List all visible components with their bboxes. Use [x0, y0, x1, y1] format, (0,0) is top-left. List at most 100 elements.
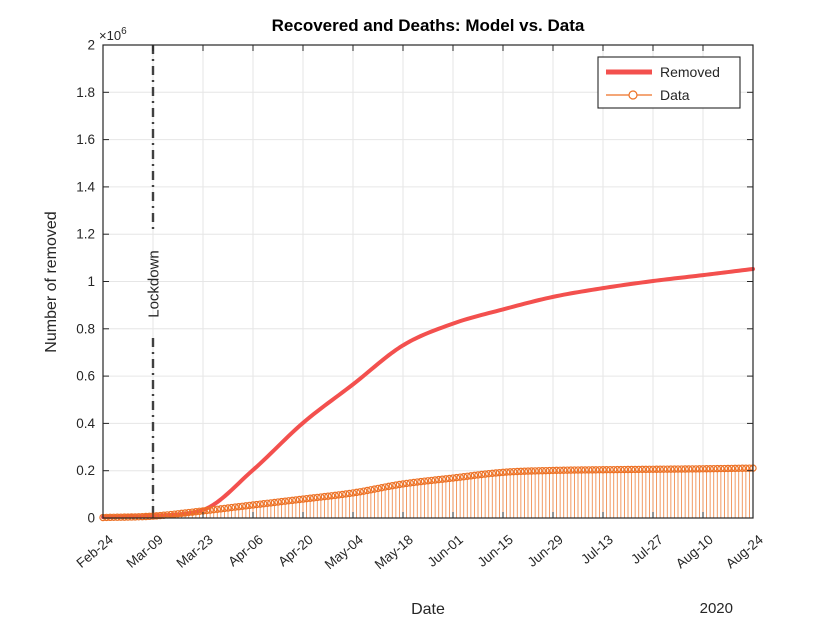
data-circle-marker	[338, 490, 346, 499]
data-circle-marker	[142, 512, 150, 521]
data-circle-marker	[302, 494, 311, 503]
data-circle-marker	[645, 465, 654, 474]
y-axis-exponent: ×106	[99, 26, 127, 43]
data-circle-marker	[113, 513, 121, 521]
data-circle-marker	[110, 513, 118, 521]
data-circle-marker	[499, 468, 507, 477]
data-circle-marker	[677, 465, 686, 473]
data-circle-marker	[335, 491, 343, 499]
legend-box	[597, 56, 741, 109]
data-circle-marker	[213, 505, 221, 513]
y-tick-label: 1.6	[76, 132, 95, 147]
data-circle-marker	[699, 465, 707, 473]
data-circle-marker	[735, 464, 743, 473]
data-circle-marker	[531, 467, 539, 475]
year-label: 2020	[700, 600, 733, 617]
data-circle-marker	[556, 466, 564, 474]
data-circle-marker	[588, 466, 596, 474]
data-circle-marker	[195, 507, 204, 516]
data-circle-marker	[681, 465, 689, 473]
data-circle-marker	[449, 474, 457, 482]
data-circle-marker	[106, 513, 114, 522]
data-circle-marker	[292, 496, 300, 504]
data-circle-marker	[581, 466, 589, 474]
data-circle-marker	[549, 466, 557, 475]
y-tick-label: 1.8	[76, 85, 95, 100]
x-tick-label: Apr-20	[275, 532, 316, 570]
data-circle-marker	[217, 505, 225, 513]
data-circle-marker	[138, 512, 146, 521]
data-circle-marker	[442, 475, 450, 483]
y-tick-label: 1	[87, 274, 95, 289]
data-circle-marker	[474, 471, 482, 479]
data-circle-marker	[702, 465, 711, 473]
data-circle-marker	[570, 466, 579, 474]
data-circle-marker	[231, 503, 239, 511]
data-circle-marker	[717, 464, 725, 473]
data-circle-marker	[502, 468, 511, 476]
x-tick-label: Feb-24	[74, 531, 117, 570]
data-circle-marker	[352, 488, 361, 497]
data-circle-marker	[452, 473, 461, 482]
data-circle-marker	[424, 477, 432, 485]
data-circle-marker	[388, 482, 396, 490]
data-circle-marker	[185, 508, 193, 517]
data-circle-marker	[324, 492, 332, 500]
data-circle-marker	[285, 497, 293, 505]
data-circle-marker	[135, 513, 143, 521]
y-tick-label: 0.2	[76, 463, 95, 478]
data-circle-marker	[470, 471, 479, 480]
data-circle-marker	[538, 467, 546, 475]
data-circle-marker	[663, 465, 671, 473]
legend-removed-label: Removed	[660, 64, 720, 80]
data-circle-marker	[256, 500, 264, 508]
data-circle-marker	[631, 465, 639, 474]
data-circle-marker	[602, 466, 611, 474]
data-circle-marker	[595, 466, 604, 474]
data-circle-marker	[320, 492, 329, 501]
y-tick-label: 2	[87, 38, 95, 53]
data-circle-marker	[674, 465, 682, 473]
data-circle-marker	[592, 466, 600, 474]
y-tick-label: 0.4	[76, 416, 95, 431]
data-circle-marker	[445, 474, 454, 483]
data-circle-marker	[317, 493, 325, 501]
data-circle-marker	[277, 497, 286, 506]
lockdown-label: Lockdown	[146, 250, 163, 318]
data-circle-marker	[438, 475, 446, 483]
data-circle-marker	[513, 467, 521, 476]
data-circle-marker	[267, 499, 275, 507]
data-circle-marker	[117, 513, 125, 521]
data-circle-marker	[667, 465, 675, 473]
x-tick-label: Jun-29	[525, 532, 566, 570]
data-circle-marker	[156, 511, 164, 520]
y-tick-label: 0.8	[76, 321, 95, 336]
data-circle-marker	[606, 465, 614, 474]
data-circle-marker	[181, 509, 189, 517]
data-circle-marker	[620, 465, 629, 474]
data-circle-marker	[731, 464, 739, 473]
data-circle-marker	[574, 466, 582, 474]
y-tick-labels: 0 0.2 0.4 0.6 0.8 1 1.2 1.4 1.6 1.8 2	[76, 38, 95, 526]
data-circle-marker	[349, 489, 357, 497]
data-circle-marker	[370, 485, 379, 493]
x-tick-label: May-18	[372, 532, 416, 572]
data-circle-marker	[367, 486, 375, 494]
data-circle-marker	[495, 468, 504, 477]
data-circle-marker	[563, 466, 571, 474]
data-circle-marker	[331, 491, 339, 500]
data-circle-marker	[560, 466, 568, 474]
data-circle-marker	[274, 498, 282, 506]
data-circle-marker	[127, 513, 136, 521]
data-circle-marker	[420, 477, 429, 485]
data-circle-marker	[381, 483, 389, 491]
data-circle-marker	[713, 464, 721, 473]
data-circle-marker	[260, 500, 268, 508]
data-circle-marker	[456, 473, 464, 481]
data-circle-marker	[252, 500, 261, 509]
data-circle-marker	[435, 475, 443, 484]
data-stems	[99, 464, 757, 522]
data-circle-marker	[249, 501, 257, 509]
data-circle-marker	[413, 478, 421, 486]
